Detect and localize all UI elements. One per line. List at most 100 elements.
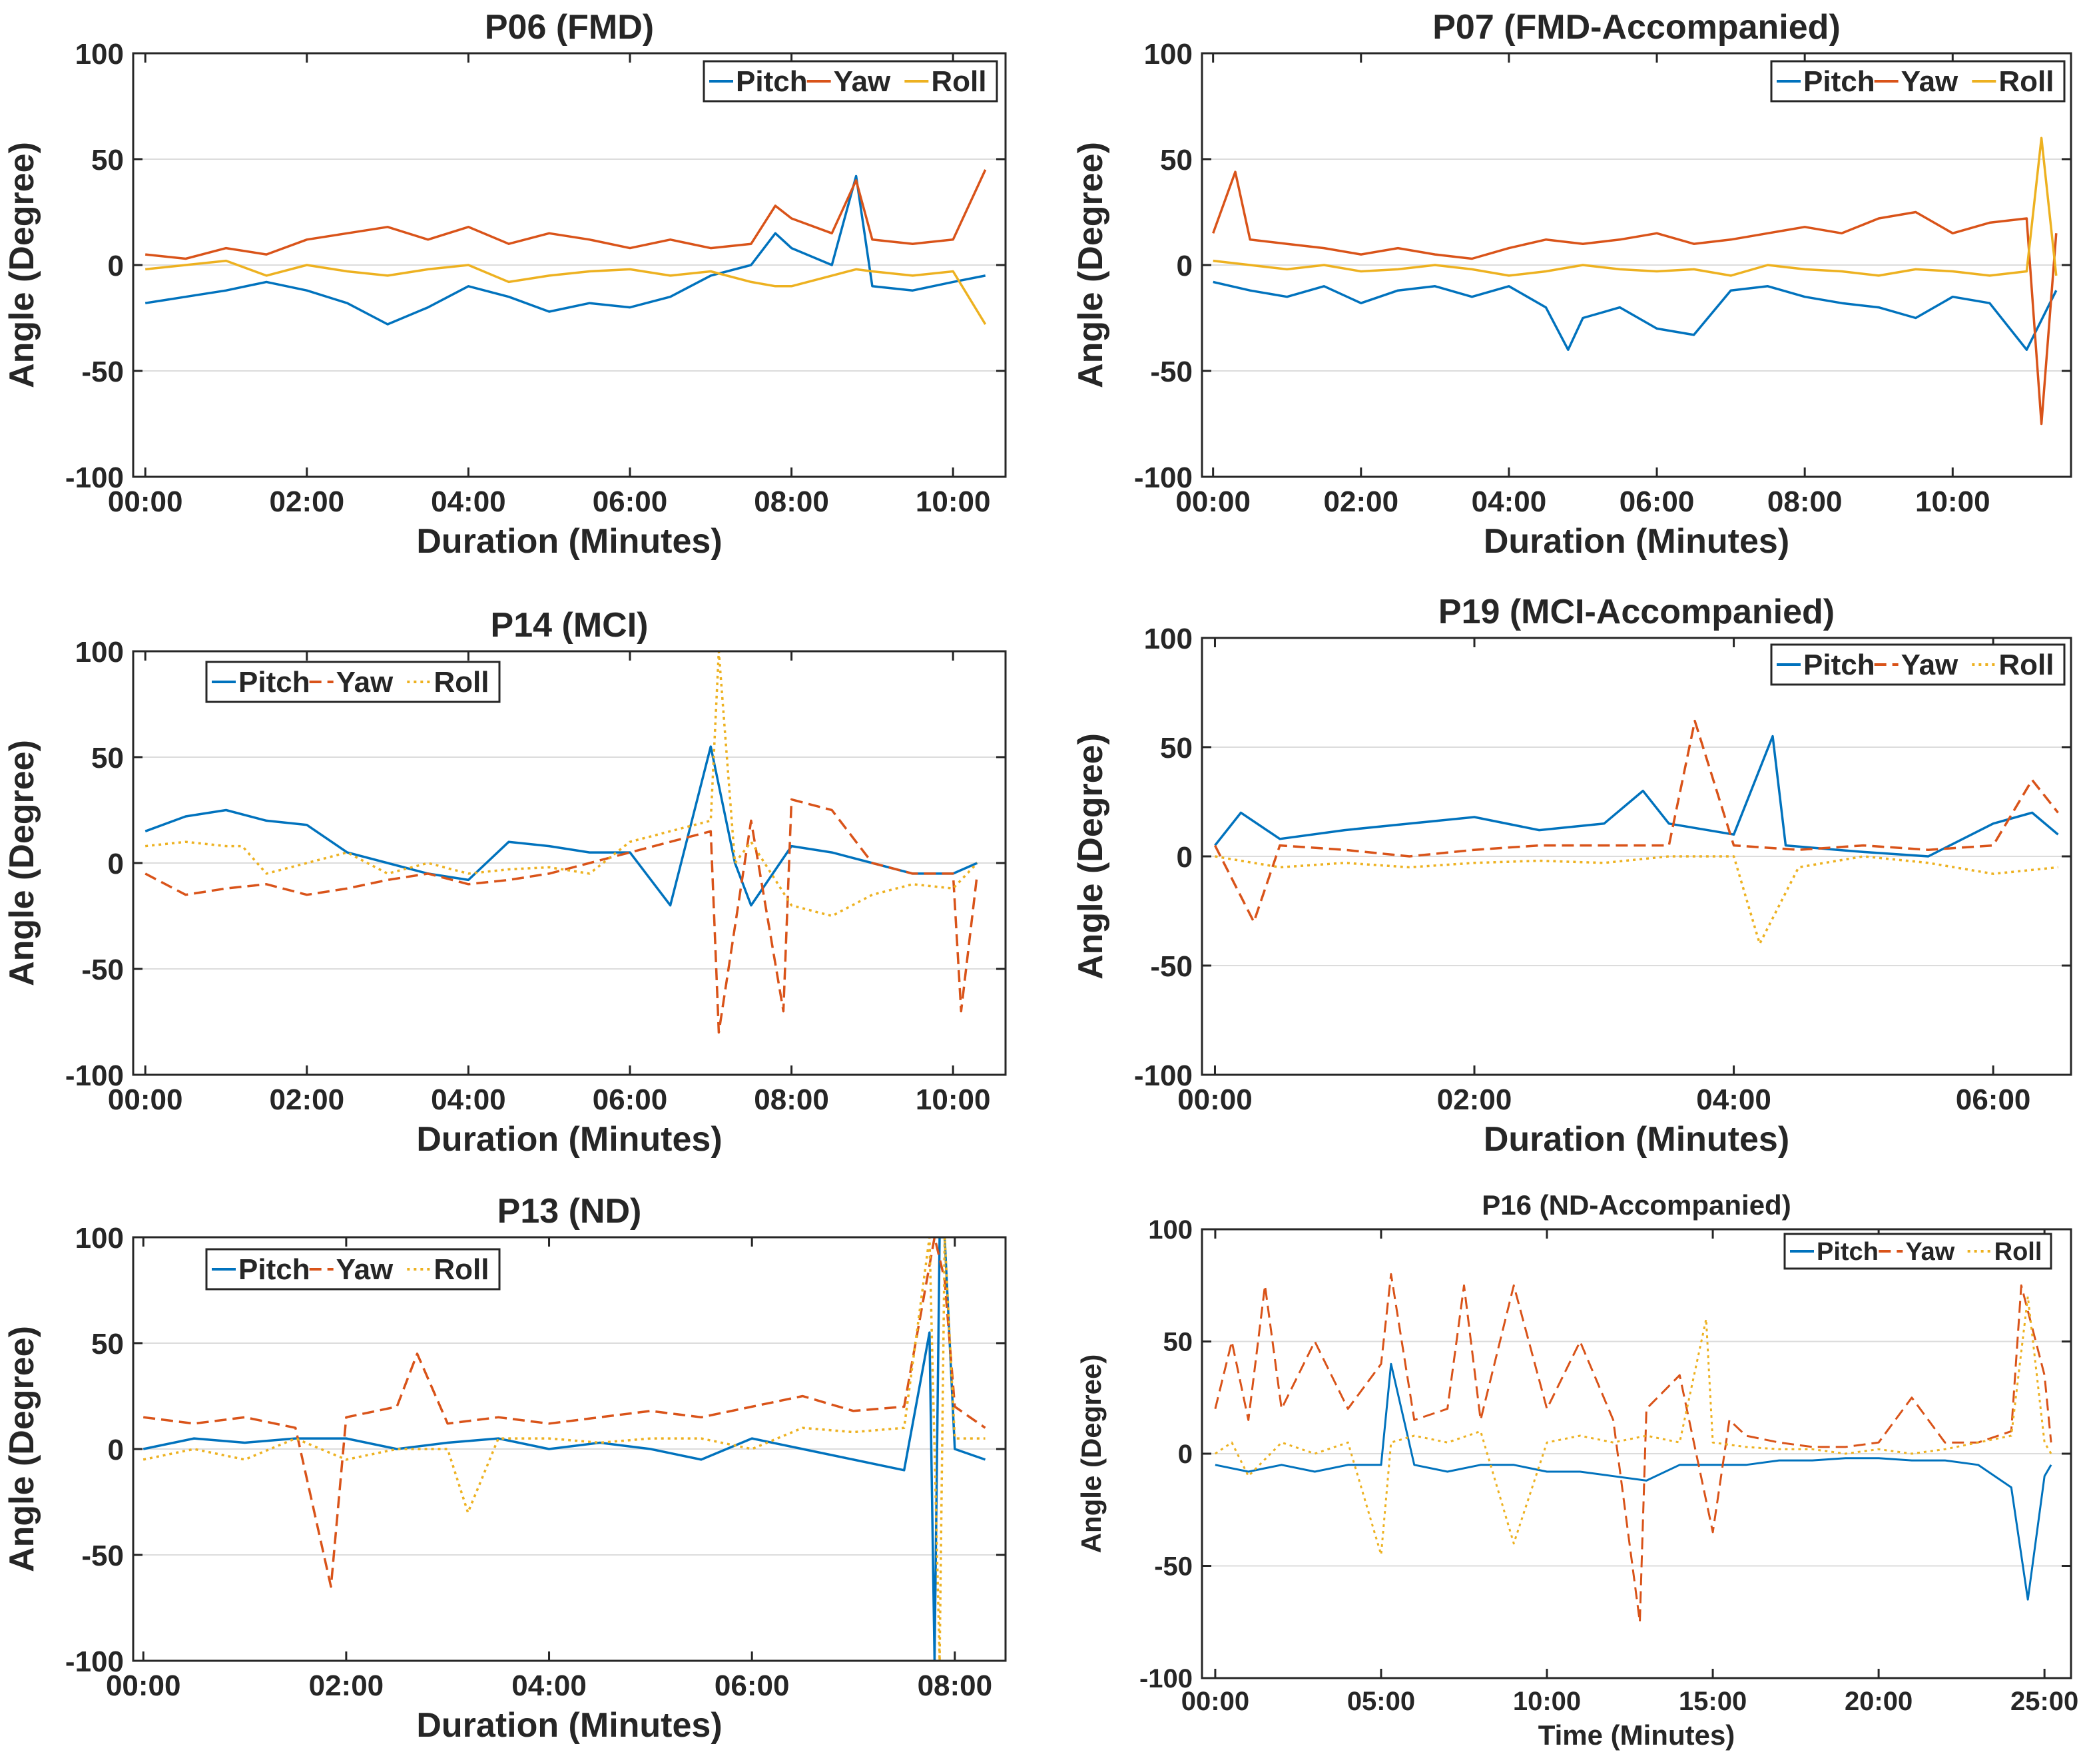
y-axis-label: Angle (Degree) xyxy=(1075,1354,1107,1554)
legend-box xyxy=(205,661,501,703)
legend-label-pitch: Pitch xyxy=(1817,1238,1879,1266)
chart-title: P19 (MCI-Accompanied) xyxy=(1438,593,1835,631)
y-tick-label: -50 xyxy=(81,356,124,388)
y-tick-label: -50 xyxy=(1150,950,1193,983)
y-tick-label: 50 xyxy=(1160,732,1193,764)
legend-box xyxy=(703,60,998,103)
legend-label-yaw: Yaw xyxy=(336,666,394,699)
y-tick-label: 0 xyxy=(1177,250,1193,282)
y-tick-label: -100 xyxy=(1139,1664,1193,1693)
x-tick-label: 04:00 xyxy=(431,485,506,518)
legend-box xyxy=(1770,60,2066,103)
chart-title: P07 (FMD-Accompanied) xyxy=(1432,8,1841,47)
x-axis-label: Duration (Minutes) xyxy=(416,522,722,561)
x-tick-label: 15:00 xyxy=(1679,1687,1747,1716)
y-tick-label: -50 xyxy=(1154,1552,1193,1582)
x-tick-label: 05:00 xyxy=(1347,1687,1415,1716)
y-tick-label: 0 xyxy=(108,1434,124,1466)
series-line-yaw xyxy=(143,1237,986,1588)
legend-label-pitch: Pitch xyxy=(238,1253,310,1286)
series-line-yaw xyxy=(145,169,987,260)
legend-label-pitch: Pitch xyxy=(238,666,310,699)
x-tick-label: 10:00 xyxy=(916,1083,991,1116)
legend: Pitch Yaw Roll xyxy=(1770,60,2066,103)
series-line-roll xyxy=(145,259,987,325)
panel-p19: -100 -50 0 50 100 00:00 02:00 04:00 06:00 P19 (MC… xyxy=(1071,593,2072,1159)
y-axis-label: Angle (Degree) xyxy=(3,142,41,388)
legend-label-pitch: Pitch xyxy=(736,65,808,98)
y-tick-label: 0 xyxy=(1177,841,1193,874)
x-axis-label: Duration (Minutes) xyxy=(416,1706,722,1745)
legend-label-roll: Roll xyxy=(1994,1238,2042,1266)
legend-label-roll: Roll xyxy=(931,65,986,98)
y-tick-label: 0 xyxy=(1178,1440,1193,1469)
series-line-yaw xyxy=(1213,719,2059,924)
y-axis-label: Angle (Degree) xyxy=(1071,142,1110,388)
x-tick-label: 02:00 xyxy=(270,485,345,518)
legend-label-yaw: Yaw xyxy=(1901,65,1958,98)
legend-box xyxy=(205,1248,501,1291)
y-tick-label: -50 xyxy=(1150,356,1193,388)
x-tick-label: 02:00 xyxy=(309,1669,384,1702)
y-tick-label: -50 xyxy=(81,954,124,986)
series-line-roll xyxy=(145,651,978,918)
legend-box xyxy=(1783,1233,2052,1270)
legend-label-roll: Roll xyxy=(1998,649,2054,681)
x-tick-label: 00:00 xyxy=(106,1669,181,1702)
y-axis-label: Angle (Degree) xyxy=(3,740,41,986)
y-tick-label: 50 xyxy=(91,144,124,176)
x-tick-label: 06:00 xyxy=(593,1083,668,1116)
chart-title: P06 (FMD) xyxy=(485,8,654,47)
legend-label-roll: Roll xyxy=(434,666,489,699)
x-axis-label: Duration (Minutes) xyxy=(416,1120,722,1159)
x-tick-label: 08:00 xyxy=(754,485,829,518)
y-tick-label: -100 xyxy=(1134,1059,1193,1092)
legend-label-yaw: Yaw xyxy=(336,1253,394,1286)
x-tick-label: 00:00 xyxy=(1181,1687,1249,1716)
legend-label-roll: Roll xyxy=(434,1253,489,1286)
x-tick-label: 00:00 xyxy=(108,1083,183,1116)
x-tick-label: 10:00 xyxy=(916,485,991,518)
x-tick-label: 06:00 xyxy=(1620,485,1695,518)
x-tick-label: 00:00 xyxy=(1175,485,1251,518)
series-line-pitch xyxy=(145,745,978,907)
y-tick-label: -100 xyxy=(65,1059,124,1092)
series-line-pitch xyxy=(1214,735,2059,858)
y-tick-label: 50 xyxy=(91,1328,124,1360)
chart-title: P16 (ND-Accompanied) xyxy=(1482,1189,1791,1221)
x-tick-label: 10:00 xyxy=(1513,1687,1581,1716)
y-tick-label: 50 xyxy=(1160,144,1193,176)
legend-label-yaw: Yaw xyxy=(1901,649,1958,681)
panel-p06: -100 -50 0 50 100 00:00 02:00 04:00 06:00 08:00 10… xyxy=(3,8,1007,561)
x-tick-label: 04:00 xyxy=(511,1669,587,1702)
x-tick-label: 02:00 xyxy=(1437,1083,1512,1116)
x-tick-label: 02:00 xyxy=(1324,485,1399,518)
x-axis-label: Time (Minutes) xyxy=(1538,1719,1735,1751)
y-axis-label: Angle (Degree) xyxy=(3,1326,41,1572)
y-tick-label: 0 xyxy=(108,250,124,282)
series-line-pitch xyxy=(143,1237,986,1661)
series-line-pitch xyxy=(1213,280,2058,351)
x-tick-label: 06:00 xyxy=(1956,1083,2031,1116)
x-tick-label: 04:00 xyxy=(431,1083,506,1116)
x-tick-label: 02:00 xyxy=(270,1083,345,1116)
legend: Pitch Yaw Roll xyxy=(205,661,501,703)
y-tick-label: 100 xyxy=(75,1222,124,1255)
y-tick-label: 100 xyxy=(1144,623,1193,655)
y-tick-label: 100 xyxy=(75,636,124,669)
series-line-pitch xyxy=(1215,1362,2052,1601)
x-tick-label: 06:00 xyxy=(715,1669,790,1702)
x-axis-label: Duration (Minutes) xyxy=(1484,522,1789,561)
legend-label-roll: Roll xyxy=(1998,65,2054,98)
x-tick-label: 20:00 xyxy=(1845,1687,1913,1716)
panel-p16: -100 -50 0 50 100 00:00 05:00 10:00 15:00 20:00 25… xyxy=(1075,1189,2078,1751)
legend: Pitch Yaw Roll xyxy=(1770,643,2066,686)
legend-label-pitch: Pitch xyxy=(1803,65,1875,98)
panel-p07: -100 -50 0 50 100 00:00 02:00 04:00 06:00 08:00 10… xyxy=(1071,8,2072,561)
x-tick-label: 00:00 xyxy=(1177,1083,1253,1116)
y-tick-label: 50 xyxy=(1163,1328,1193,1357)
panel-p13: -100 -50 0 50 100 00:00 02:00 04:00 06:00 08:00 P1… xyxy=(3,1192,1007,1745)
chart-title: P14 (MCI) xyxy=(491,606,649,645)
series-line-roll xyxy=(143,1237,986,1661)
